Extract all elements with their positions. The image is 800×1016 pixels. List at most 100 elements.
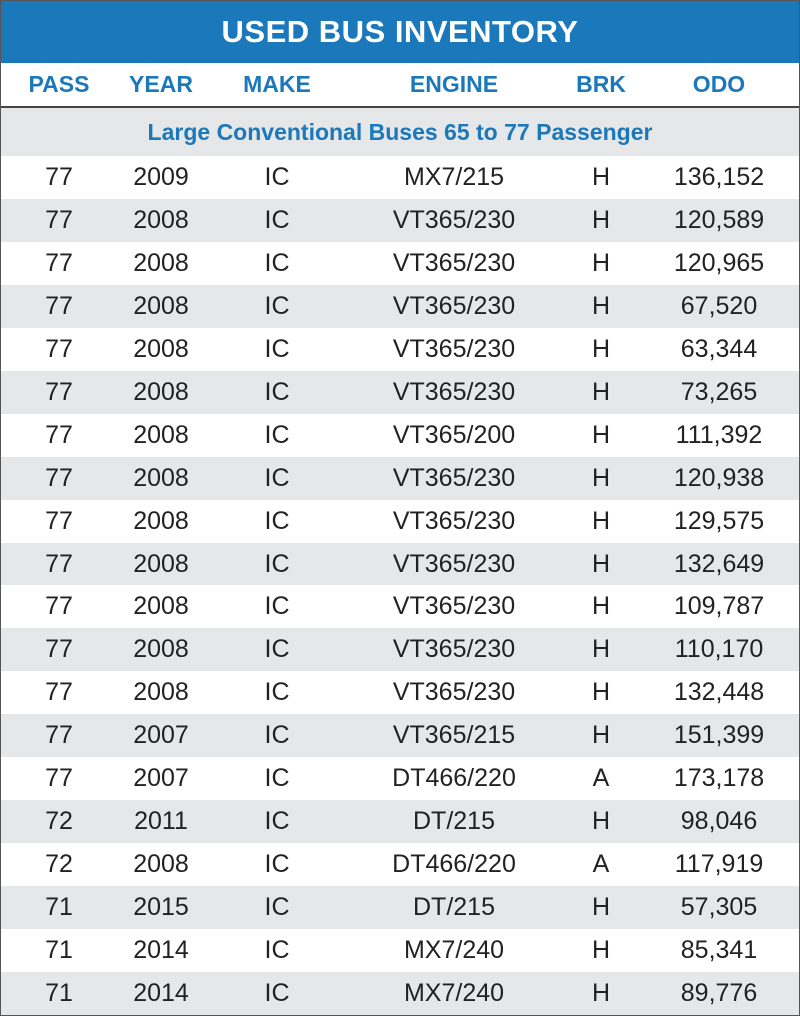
table-cell: IC bbox=[264, 592, 290, 621]
table-cell: 77 bbox=[45, 764, 73, 793]
table-cell: H bbox=[591, 635, 611, 664]
table-cell: 77 bbox=[45, 248, 73, 277]
table-cell: 63,344 bbox=[680, 334, 758, 363]
table-cell: H bbox=[591, 721, 611, 750]
table-cell: IC bbox=[264, 678, 290, 707]
table-row: 77 2008 IC VT365/230 H 120,589 bbox=[1, 198, 799, 242]
table-cell: 71 bbox=[45, 979, 73, 1008]
table-cell: H bbox=[591, 162, 611, 191]
table-cell: 72 bbox=[45, 850, 73, 879]
table-cell: 110,170 bbox=[674, 635, 764, 664]
table-cell: 67,520 bbox=[680, 291, 758, 320]
table-cell: IC bbox=[264, 979, 290, 1008]
table-cell: 132,649 bbox=[673, 549, 765, 578]
table-cell: 129,575 bbox=[673, 506, 765, 535]
table-cell: H bbox=[591, 334, 611, 363]
column-header: ODO bbox=[692, 71, 746, 97]
table-cell: H bbox=[591, 377, 611, 406]
table-cell: MX7/240 bbox=[403, 936, 505, 965]
table-cell: IC bbox=[264, 162, 290, 191]
table-cell: 85,341 bbox=[680, 936, 758, 965]
table-row: 71 2014 IC MX7/240 H 85,341 bbox=[1, 929, 799, 972]
column-header: YEAR bbox=[129, 71, 193, 97]
table-cell: H bbox=[591, 205, 611, 234]
table-cell: 2008 bbox=[133, 850, 189, 879]
table-cell: VT365/230 bbox=[392, 549, 516, 578]
table-cell: 77 bbox=[45, 721, 73, 750]
table-cell: 89,776 bbox=[680, 979, 758, 1008]
table-row: 72 2008 IC DT466/220 A 117,919 bbox=[1, 843, 799, 886]
table-cell: 77 bbox=[45, 549, 73, 578]
table-cell: IC bbox=[264, 291, 290, 320]
table-cell: VT365/230 bbox=[392, 205, 516, 234]
table-cell: DT466/220 bbox=[392, 764, 516, 793]
table-cell: IC bbox=[264, 248, 290, 277]
table-row: 77 2008 IC VT365/230 H 129,575 bbox=[1, 500, 799, 543]
table-cell: IC bbox=[264, 377, 290, 406]
section-label: Large Conventional Buses 65 to 77 Passen… bbox=[1, 108, 799, 156]
table-row: 77 2007 IC VT365/215 H 151,399 bbox=[1, 714, 799, 758]
table-title: USED BUS INVENTORY bbox=[1, 1, 799, 63]
table-cell: DT/215 bbox=[413, 807, 495, 836]
table-cell: 109,787 bbox=[673, 592, 765, 621]
table-cell: H bbox=[591, 592, 611, 621]
table-cell: IC bbox=[264, 807, 290, 836]
table-row: 72 2011 IC DT/215 H 98,046 bbox=[1, 800, 799, 844]
table-cell: 2008 bbox=[133, 334, 189, 363]
table-cell: IC bbox=[264, 506, 290, 535]
column-header: MAKE bbox=[243, 71, 311, 97]
table-cell: 71 bbox=[45, 936, 73, 965]
table-cell: 120,938 bbox=[673, 463, 765, 492]
table-cell: H bbox=[591, 420, 611, 449]
table-cell: 2008 bbox=[133, 377, 189, 406]
table-cell: DT/215 bbox=[413, 893, 495, 922]
table-cell: 2008 bbox=[133, 420, 189, 449]
table-cell: IC bbox=[264, 205, 290, 234]
table-cell: 2014 bbox=[133, 979, 189, 1008]
table-cell: H bbox=[591, 506, 611, 535]
table-cell: H bbox=[591, 678, 611, 707]
table-cell: 2008 bbox=[133, 463, 189, 492]
table-cell: 77 bbox=[45, 678, 73, 707]
table-cell: IC bbox=[264, 420, 290, 449]
table-row: 77 2008 IC VT365/230 H 109,787 bbox=[1, 586, 799, 629]
table-cell: IC bbox=[264, 334, 290, 363]
table-cell: H bbox=[591, 291, 611, 320]
table-cell: A bbox=[592, 764, 610, 793]
table-cell: 77 bbox=[45, 377, 73, 406]
table-cell: 77 bbox=[45, 291, 73, 320]
table-cell: VT365/230 bbox=[392, 248, 516, 277]
table-row: 77 2008 IC VT365/230 H 132,448 bbox=[1, 671, 799, 714]
table-row: 77 2007 IC DT466/220 A 173,178 bbox=[1, 757, 799, 800]
table-cell: 77 bbox=[45, 162, 73, 191]
table-cell: 2009 bbox=[133, 162, 189, 191]
table-cell: VT365/230 bbox=[392, 377, 516, 406]
table-cell: 2008 bbox=[133, 506, 189, 535]
table-cell: IC bbox=[264, 893, 290, 922]
table-cell: H bbox=[591, 979, 611, 1008]
table-cell: VT365/200 bbox=[392, 420, 516, 449]
table-cell: 72 bbox=[45, 807, 73, 836]
table-cell: 2008 bbox=[133, 291, 189, 320]
table-cell: IC bbox=[264, 463, 290, 492]
table-cell: H bbox=[591, 549, 611, 578]
table-cell: 120,965 bbox=[673, 248, 765, 277]
table-row: 77 2008 IC VT365/230 H 67,520 bbox=[1, 284, 799, 328]
table-cell: 2008 bbox=[133, 635, 189, 664]
table-row: 77 2009 IC MX7/215 H 136,152 bbox=[1, 156, 799, 199]
table-row: 77 2008 IC VT365/230 H 63,344 bbox=[1, 328, 799, 371]
table-cell: 117,919 bbox=[674, 850, 764, 879]
table-cell: 2008 bbox=[133, 248, 189, 277]
column-header: BRK bbox=[576, 71, 626, 97]
table-cell: VT365/230 bbox=[392, 506, 516, 535]
table-cell: VT365/230 bbox=[392, 291, 516, 320]
table-cell: H bbox=[591, 248, 611, 277]
table-cell: IC bbox=[264, 635, 290, 664]
table-cell: 136,152 bbox=[673, 162, 765, 191]
table-cell: 2011 bbox=[134, 807, 188, 836]
table-row: 77 2008 IC VT365/230 H 120,965 bbox=[1, 242, 799, 285]
table-cell: 71 bbox=[45, 893, 73, 922]
table-cell: 2014 bbox=[133, 936, 189, 965]
table-cell: 2007 bbox=[133, 721, 189, 750]
